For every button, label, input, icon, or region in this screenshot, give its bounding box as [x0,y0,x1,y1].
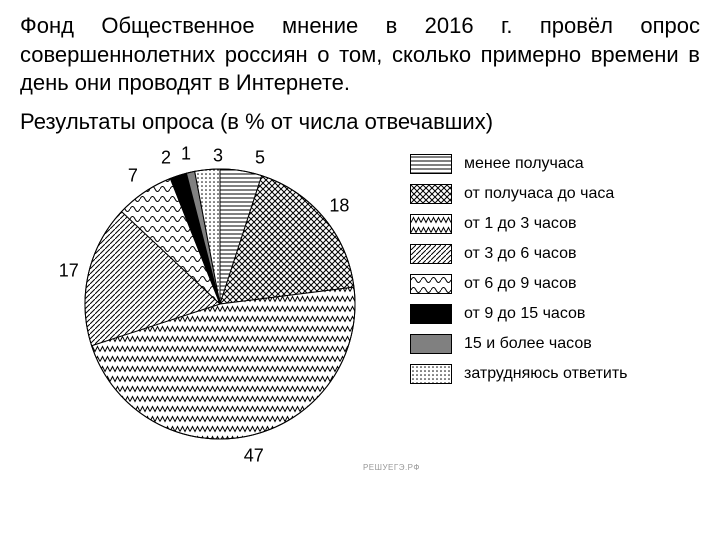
legend-row: от 3 до 6 часов [410,244,700,264]
legend-swatch [410,304,452,324]
legend-row: от 6 до 9 часов [410,274,700,294]
legend-swatch [410,154,452,174]
results-subtitle: Результаты опроса (в % от числа отвечавш… [20,108,700,137]
intro-paragraph: Фонд Общественное мнение в 2016 г. провё… [20,12,700,98]
watermark: РЕШУЕГЭ.РФ [363,463,420,472]
slice-value-label: 17 [59,260,79,281]
legend-swatch [410,334,452,354]
legend-swatch [410,184,452,204]
legend-row: от 1 до 3 часов [410,214,700,234]
pie-chart: 51847177213 РЕШУЕГЭ.РФ [20,144,410,474]
legend-row: затрудняюсь ответить [410,364,700,384]
legend-row: 15 и более часов [410,334,700,354]
legend-label: от 9 до 15 часов [464,305,585,323]
legend-label: от 3 до 6 часов [464,245,577,263]
slice-value-label: 18 [329,195,349,216]
legend-label: от 1 до 3 часов [464,215,577,233]
slice-value-label: 1 [181,144,191,165]
legend-row: от 9 до 15 часов [410,304,700,324]
legend-row: менее получаса [410,154,700,174]
slice-value-label: 2 [161,148,171,169]
slice-value-label: 7 [128,166,138,187]
slice-value-label: 47 [244,445,264,466]
legend-row: от получаса до часа [410,184,700,204]
legend: менее получаса от получаса до часа от 1 до… [410,144,700,394]
legend-swatch [410,274,452,294]
legend-swatch [410,244,452,264]
legend-label: от получаса до часа [464,185,614,203]
legend-label: от 6 до 9 часов [464,275,577,293]
legend-label: менее получаса [464,155,584,173]
legend-label: 15 и более часов [464,335,592,353]
legend-label: затрудняюсь ответить [464,365,628,383]
slice-value-label: 5 [255,148,265,169]
chart-area: 5 18 47 17 7 21 3 РЕШУЕГЭ.РФ менее получаса от … [20,144,700,474]
legend-swatch [410,214,452,234]
legend-swatch [410,364,452,384]
slice-value-label: 3 [213,146,223,167]
